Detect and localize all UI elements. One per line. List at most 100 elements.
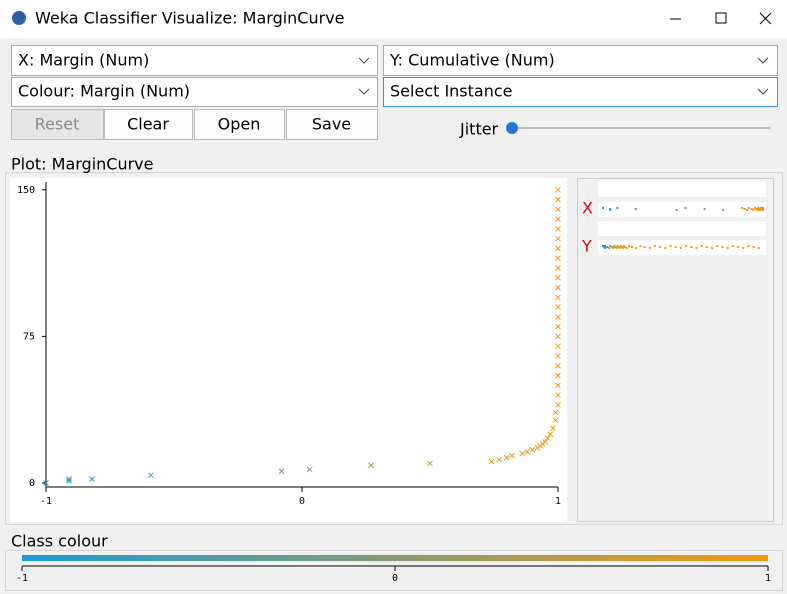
data-point xyxy=(555,265,561,271)
data-point xyxy=(555,196,561,203)
y-strip-point xyxy=(705,246,708,248)
y-strip-point xyxy=(631,246,634,248)
data-point xyxy=(542,439,549,445)
y-strip-point xyxy=(617,246,620,248)
x-strip-point xyxy=(684,207,687,209)
data-point xyxy=(524,448,531,455)
jitter-knob[interactable] xyxy=(506,122,518,134)
y-strip-point xyxy=(606,246,609,248)
data-point xyxy=(555,216,561,222)
data-point xyxy=(555,314,561,320)
attribute-strip xyxy=(598,202,766,217)
window-title: Weka Classifier Visualize: MarginCurve xyxy=(35,9,345,28)
y-tick-label: 0 xyxy=(29,478,35,489)
data-point xyxy=(509,452,515,459)
y-strip-point xyxy=(747,245,750,247)
y-strip-point xyxy=(731,245,734,247)
plot-title: Plot: MarginCurve xyxy=(11,155,153,174)
y-strip-point xyxy=(619,245,622,247)
button-label: Save xyxy=(312,115,351,134)
class-colour-title: Class colour xyxy=(11,532,108,551)
x-tick-label: 1 xyxy=(555,496,561,507)
colour-tick-label: 1 xyxy=(765,573,771,584)
x-strip-label: X xyxy=(582,199,593,218)
data-point xyxy=(555,255,561,262)
data-point xyxy=(519,450,526,457)
data-point xyxy=(555,323,561,330)
x-strip-point xyxy=(602,207,604,209)
colour-bar xyxy=(22,555,768,561)
data-point xyxy=(66,478,72,484)
button-label: Clear xyxy=(127,115,169,134)
maximize[interactable] xyxy=(715,12,727,24)
data-point xyxy=(550,425,556,432)
instance-select-label: Select Instance xyxy=(390,82,513,101)
data-point xyxy=(503,454,510,461)
y-select-label: Y: Cumulative (Num) xyxy=(389,51,555,70)
x-select[interactable]: X: Margin (Num) xyxy=(11,45,378,76)
y-strip-point xyxy=(695,247,698,249)
class-colour-frame xyxy=(5,550,783,591)
x-tick-label: 0 xyxy=(299,496,305,507)
data-point xyxy=(555,294,561,301)
data-point xyxy=(488,458,495,465)
x-strip-point xyxy=(675,209,678,211)
attribute-strip xyxy=(598,240,766,255)
y-strip-point xyxy=(685,245,688,247)
y-strip-point xyxy=(653,245,656,247)
data-point xyxy=(148,472,154,479)
x-strip-point xyxy=(752,209,755,211)
x-strip-point xyxy=(756,209,759,211)
attribute-strip xyxy=(598,221,766,236)
data-point xyxy=(555,353,561,359)
close[interactable] xyxy=(759,12,772,25)
x-strip-point xyxy=(746,209,748,211)
button-label: Reset xyxy=(35,115,80,134)
y-strip-point xyxy=(614,246,617,248)
data-point xyxy=(529,446,536,453)
colour-select[interactable]: Colour: Margin (Num) xyxy=(11,77,378,107)
y-strip-point xyxy=(711,247,714,249)
y-strip-point xyxy=(622,245,625,247)
y-tick-label: 75 xyxy=(23,331,35,342)
data-point xyxy=(555,284,561,291)
y-tick-label: 150 xyxy=(17,185,35,196)
y-strip-point xyxy=(674,246,677,248)
colour-tick-label: 0 xyxy=(392,573,398,584)
y-select[interactable]: Y: Cumulative (Num) xyxy=(383,45,778,76)
data-point xyxy=(555,235,561,242)
x-strip-point xyxy=(747,207,750,209)
data-point xyxy=(555,382,561,389)
data-point xyxy=(368,462,374,469)
button: Reset xyxy=(11,109,104,140)
y-strip-point xyxy=(620,246,623,248)
y-strip-point xyxy=(690,246,693,248)
instance-select[interactable]: Select Instance xyxy=(383,77,778,107)
button[interactable]: Clear xyxy=(104,109,193,140)
data-point xyxy=(555,226,561,232)
y-strip-point xyxy=(604,247,607,249)
button[interactable]: Save xyxy=(286,109,378,140)
y-strip-point xyxy=(623,246,626,248)
x-tick-label: -1 xyxy=(40,496,52,507)
y-strip-point xyxy=(621,247,624,249)
y-strip-point xyxy=(664,247,667,249)
x-strip-point xyxy=(743,208,746,210)
app-icon xyxy=(12,11,26,25)
y-strip-point xyxy=(602,245,604,247)
y-strip-point xyxy=(616,245,619,247)
attribute-strip xyxy=(598,182,766,197)
x-strip-point xyxy=(758,209,761,211)
button[interactable]: Open xyxy=(194,109,285,140)
y-strip-point xyxy=(608,247,611,249)
button-face xyxy=(194,109,285,140)
y-strip-point xyxy=(721,246,724,248)
data-point xyxy=(555,274,561,281)
y-strip-point xyxy=(737,246,740,248)
y-strip-point xyxy=(604,245,607,247)
colour-tick-label: -1 xyxy=(16,573,28,584)
title-bar xyxy=(0,0,787,38)
data-point xyxy=(89,476,95,482)
x-strip-point xyxy=(762,209,764,211)
